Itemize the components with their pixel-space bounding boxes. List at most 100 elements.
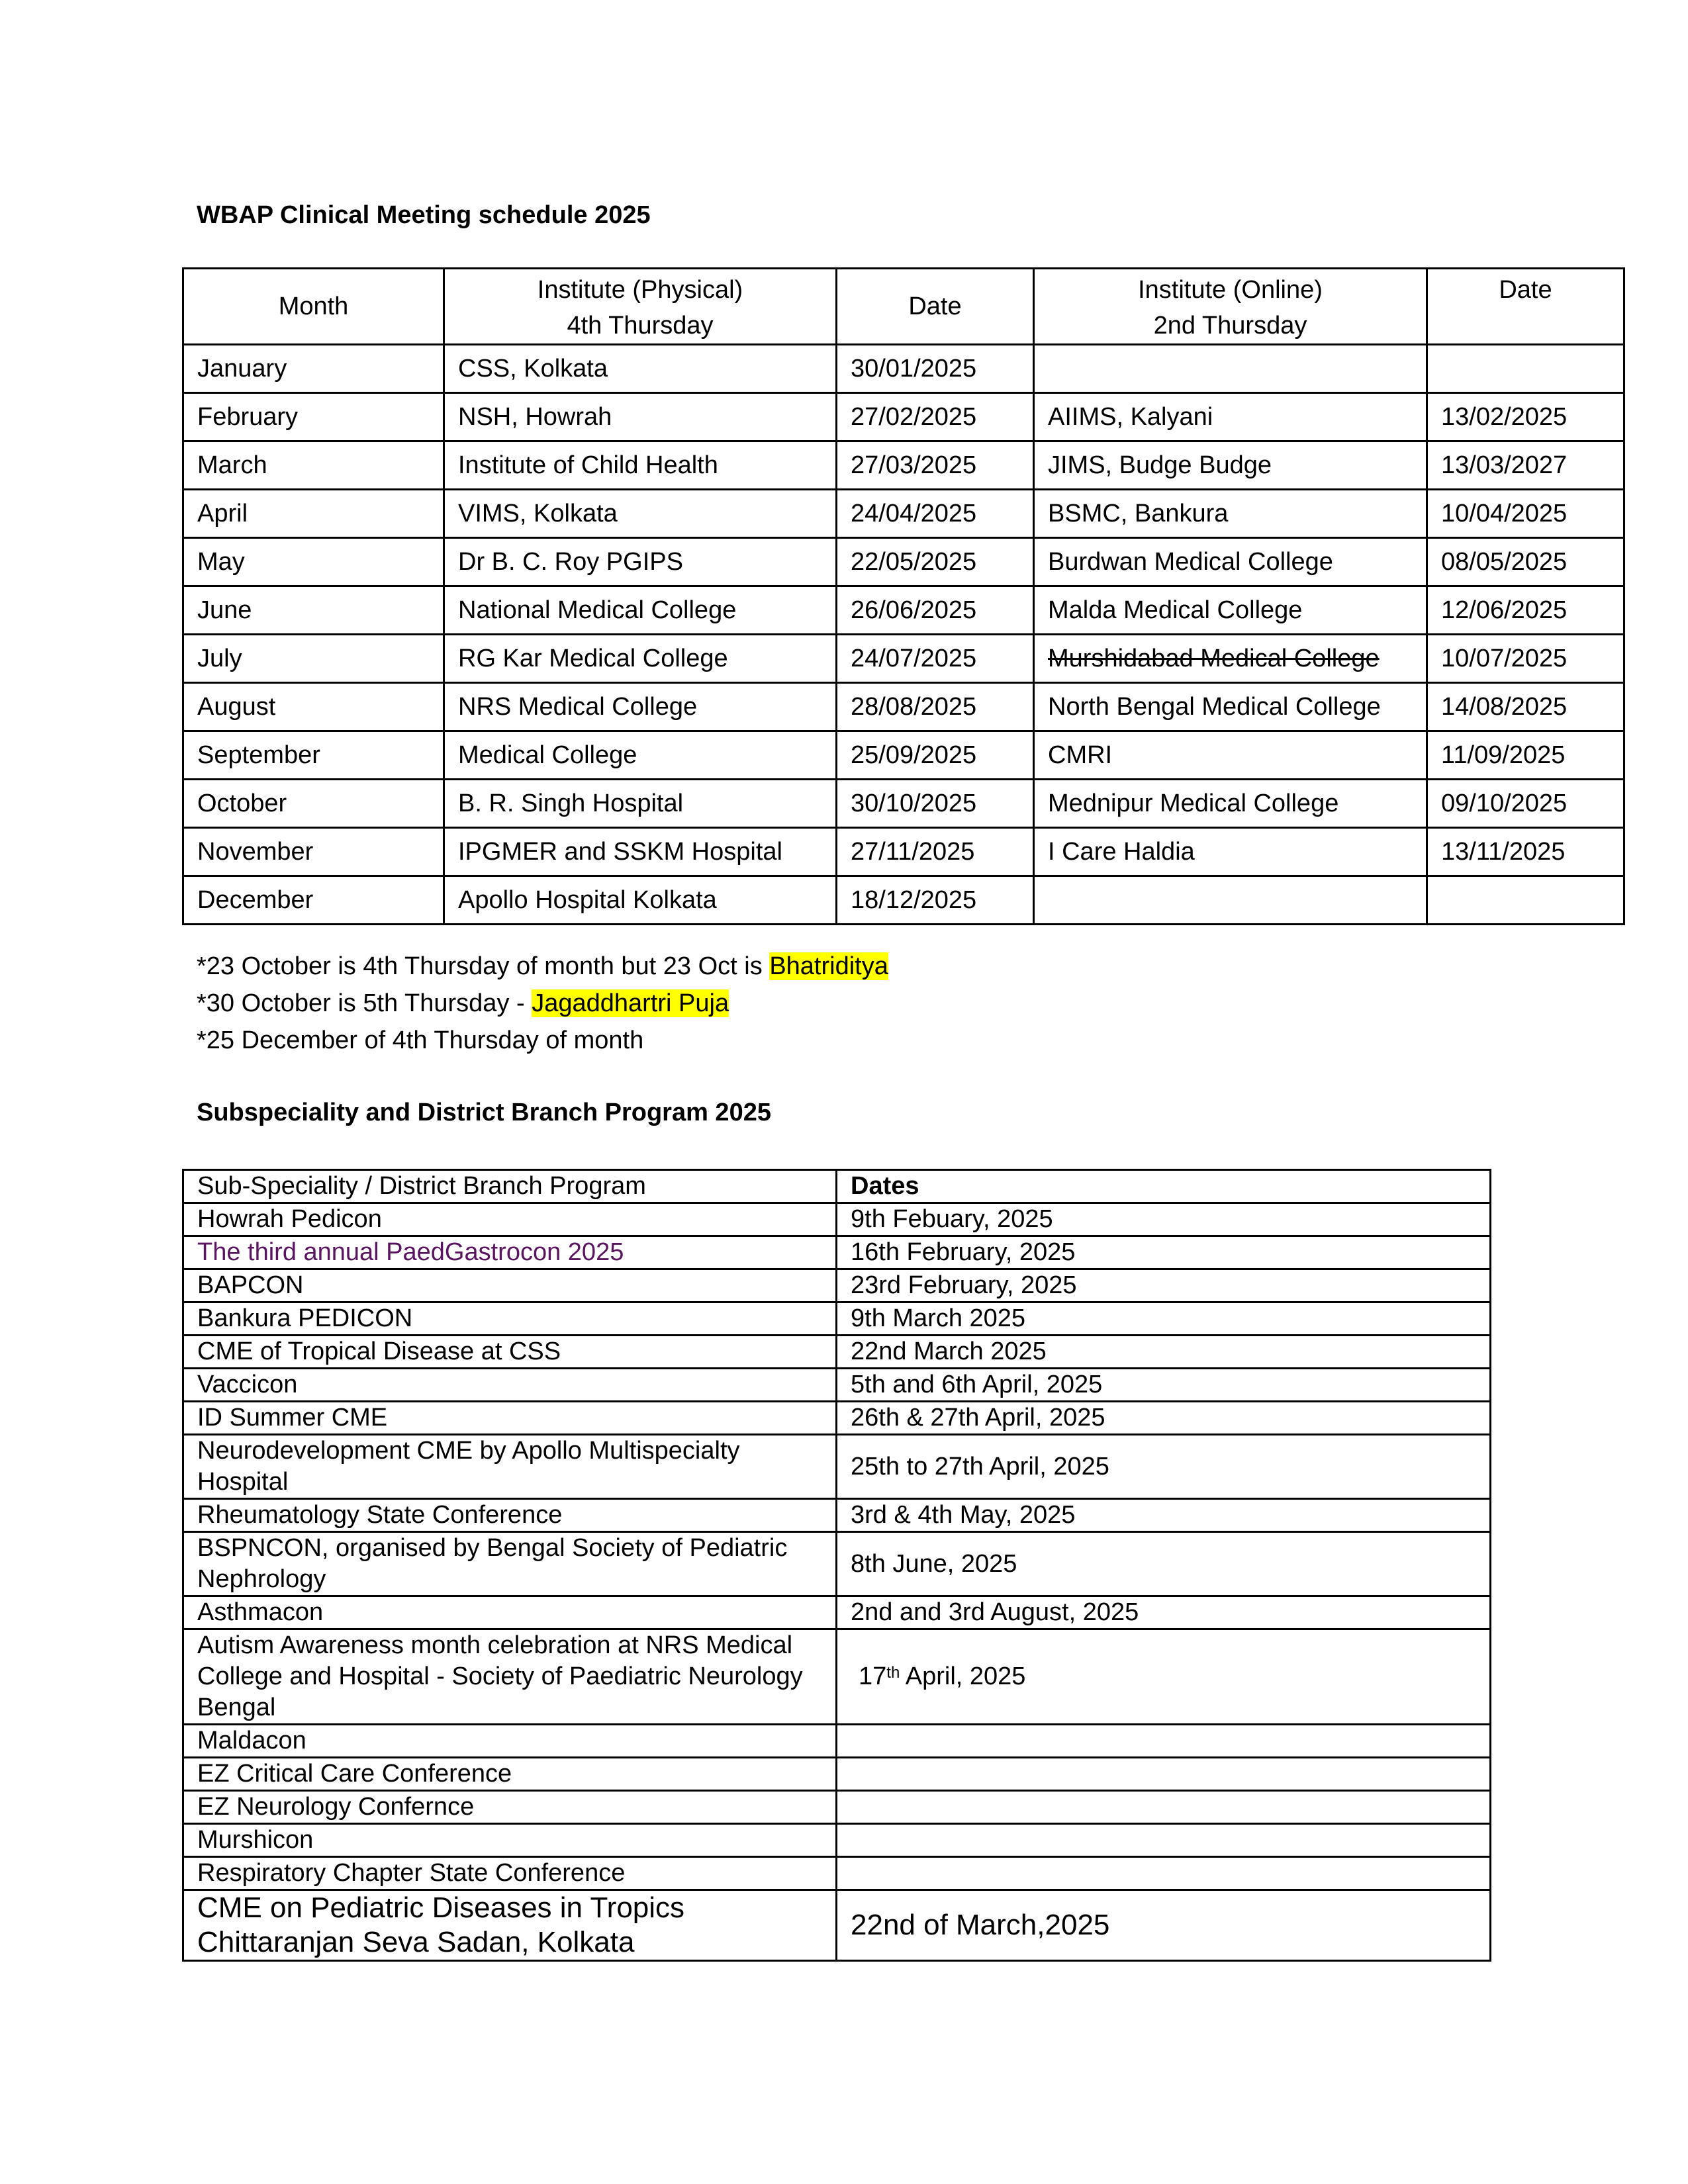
table-row: Neurodevelopment CME by Apollo Multispec… (182, 1433, 1491, 1500)
notes: *23 October is 4th Thursday of month but… (197, 948, 888, 1059)
table-row: Autism Awareness month celebration at NR… (182, 1628, 1491, 1725)
table-row: Asthmacon 2nd and 3rd August, 2025 (182, 1595, 1491, 1630)
table-row: Bankura PEDICON 9th March 2025 (182, 1301, 1491, 1336)
header-institute-online: Institute (Online) 2nd Thursday (1033, 267, 1428, 345)
subspeciality-table: Sub-Speciality / District Branch Program… (182, 1169, 1491, 1962)
physical-institute-cell: IPGMER and SSKM Hospital (443, 827, 837, 877)
note-text: *23 October is 4th Thursday of month but… (197, 952, 770, 980)
physical-date-cell: 30/10/2025 (835, 778, 1035, 829)
physical-date-cell: 24/04/2025 (835, 488, 1035, 539)
online-institute-cell: CMRI (1033, 730, 1428, 780)
online-date-cell: 14/08/2025 (1426, 682, 1625, 732)
table-header-row: Month Institute (Physical) 4th Thursday D… (182, 267, 1625, 345)
online-date-cell (1426, 343, 1625, 394)
physical-date-cell: 18/12/2025 (835, 875, 1035, 925)
online-date-cell: 13/11/2025 (1426, 827, 1625, 877)
month-cell: December (182, 875, 445, 925)
table-row: December Apollo Hospital Kolkata 18/12/202… (182, 875, 1625, 925)
online-date-cell: 13/03/2027 (1426, 440, 1625, 490)
physical-institute-cell: CSS, Kolkata (443, 343, 837, 394)
program-cell: Respiratory Chapter State Conference (182, 1856, 837, 1891)
dates-cell: 8th June, 2025 (835, 1531, 1491, 1597)
month-cell: January (182, 343, 445, 394)
header-institute-physical: Institute (Physical) 4th Thursday (443, 267, 837, 345)
table-row: January CSS, Kolkata 30/01/2025 (182, 343, 1625, 394)
online-date-cell: 13/02/2025 (1426, 392, 1625, 442)
table-row: ID Summer CME 26th & 27th April, 2025 (182, 1400, 1491, 1435)
dates-cell (835, 1756, 1491, 1792)
physical-institute-cell: Dr B. C. Roy PGIPS (443, 537, 837, 587)
month-cell: September (182, 730, 445, 780)
table-row: February NSH, Howrah 27/02/2025 AIIMS, Kaly… (182, 392, 1625, 442)
table-row: Respiratory Chapter State Conference (182, 1856, 1491, 1891)
program-cell: Bankura PEDICON (182, 1301, 837, 1336)
physical-date-cell: 30/01/2025 (835, 343, 1035, 394)
program-cell: BAPCON (182, 1268, 837, 1303)
header-line: 4th Thursday (567, 312, 714, 340)
dates-cell: 22nd March 2025 (835, 1334, 1491, 1369)
physical-institute-cell: NSH, Howrah (443, 392, 837, 442)
physical-institute-cell: B. R. Singh Hospital (443, 778, 837, 829)
online-date-cell: 10/04/2025 (1426, 488, 1625, 539)
online-institute-cell: Murshidabad Medical College (1033, 633, 1428, 684)
online-date-cell (1426, 875, 1625, 925)
dates-cell: 9th Febuary, 2025 (835, 1202, 1491, 1237)
dates-cell: 3rd & 4th May, 2025 (835, 1498, 1491, 1533)
note-highlight: Bhatriditya (769, 952, 888, 980)
header-line: Institute (Online) (1138, 276, 1323, 304)
month-cell: May (182, 537, 445, 587)
online-institute-cell: Mednipur Medical College (1033, 778, 1428, 829)
online-date-cell: 08/05/2025 (1426, 537, 1625, 587)
dates-cell: 17th April, 2025 (835, 1628, 1491, 1725)
table-row: August NRS Medical College 28/08/2025 North… (182, 682, 1625, 732)
program-cell: BSPNCON, organised by Bengal Society of … (182, 1531, 837, 1597)
header-month: Month (182, 267, 445, 345)
program-cell: CME on Pediatric Diseases in Tropics Chi… (182, 1889, 837, 1962)
header-date: Date (835, 267, 1035, 345)
subspeciality-title: Subspeciality and District Branch Progra… (197, 1099, 771, 1126)
table-row: March Institute of Child Health 27/03/2025… (182, 440, 1625, 490)
program-cell: ID Summer CME (182, 1400, 837, 1435)
program-cell: Howrah Pedicon (182, 1202, 837, 1237)
month-cell: November (182, 827, 445, 877)
physical-institute-cell: Medical College (443, 730, 837, 780)
table-row: EZ Critical Care Conference (182, 1756, 1491, 1792)
table-row: BAPCON 23rd February, 2025 (182, 1268, 1491, 1303)
online-institute-cell: Burdwan Medical College (1033, 537, 1428, 587)
online-date-cell: 09/10/2025 (1426, 778, 1625, 829)
table-row: EZ Neurology Confernce (182, 1790, 1491, 1825)
dates-cell: 5th and 6th April, 2025 (835, 1367, 1491, 1402)
dates-cell: 9th March 2025 (835, 1301, 1491, 1336)
table-row: September Medical College 25/09/2025 CMRI 11… (182, 730, 1625, 780)
physical-institute-cell: National Medical College (443, 585, 837, 635)
table-header-row: Sub-Speciality / District Branch Program… (182, 1169, 1491, 1204)
clinical-meeting-table: Month Institute (Physical) 4th Thursday D… (182, 267, 1625, 925)
online-date-cell: 11/09/2025 (1426, 730, 1625, 780)
table-row: April VIMS, Kolkata 24/04/2025 BSMC, Bankur… (182, 488, 1625, 539)
online-institute-cell (1033, 875, 1428, 925)
month-cell: July (182, 633, 445, 684)
month-cell: February (182, 392, 445, 442)
month-cell: March (182, 440, 445, 490)
program-cell: Maldacon (182, 1723, 837, 1758)
physical-institute-cell: RG Kar Medical College (443, 633, 837, 684)
table-row: CME on Pediatric Diseases in Tropics Chi… (182, 1889, 1491, 1962)
table-row: Murshicon (182, 1823, 1491, 1858)
physical-institute-cell: Institute of Child Health (443, 440, 837, 490)
online-institute-cell: North Bengal Medical College (1033, 682, 1428, 732)
note-line: *23 October is 4th Thursday of month but… (197, 948, 888, 985)
program-cell: The third annual PaedGastrocon 2025 (182, 1235, 837, 1270)
physical-date-cell: 28/08/2025 (835, 682, 1035, 732)
header-line: Institute (Physical) (537, 276, 743, 304)
clinical-schedule-title: WBAP Clinical Meeting schedule 2025 (197, 201, 651, 229)
table-row: Vaccicon 5th and 6th April, 2025 (182, 1367, 1491, 1402)
table-row: BSPNCON, organised by Bengal Society of … (182, 1531, 1491, 1597)
physical-date-cell: 27/11/2025 (835, 827, 1035, 877)
physical-date-cell: 26/06/2025 (835, 585, 1035, 635)
online-institute-cell: JIMS, Budge Budge (1033, 440, 1428, 490)
physical-institute-cell: VIMS, Kolkata (443, 488, 837, 539)
dates-cell: 22nd of March,2025 (835, 1889, 1491, 1962)
month-cell: August (182, 682, 445, 732)
online-institute-cell: AIIMS, Kalyani (1033, 392, 1428, 442)
table-row: July RG Kar Medical College 24/07/2025 Murs… (182, 633, 1625, 684)
